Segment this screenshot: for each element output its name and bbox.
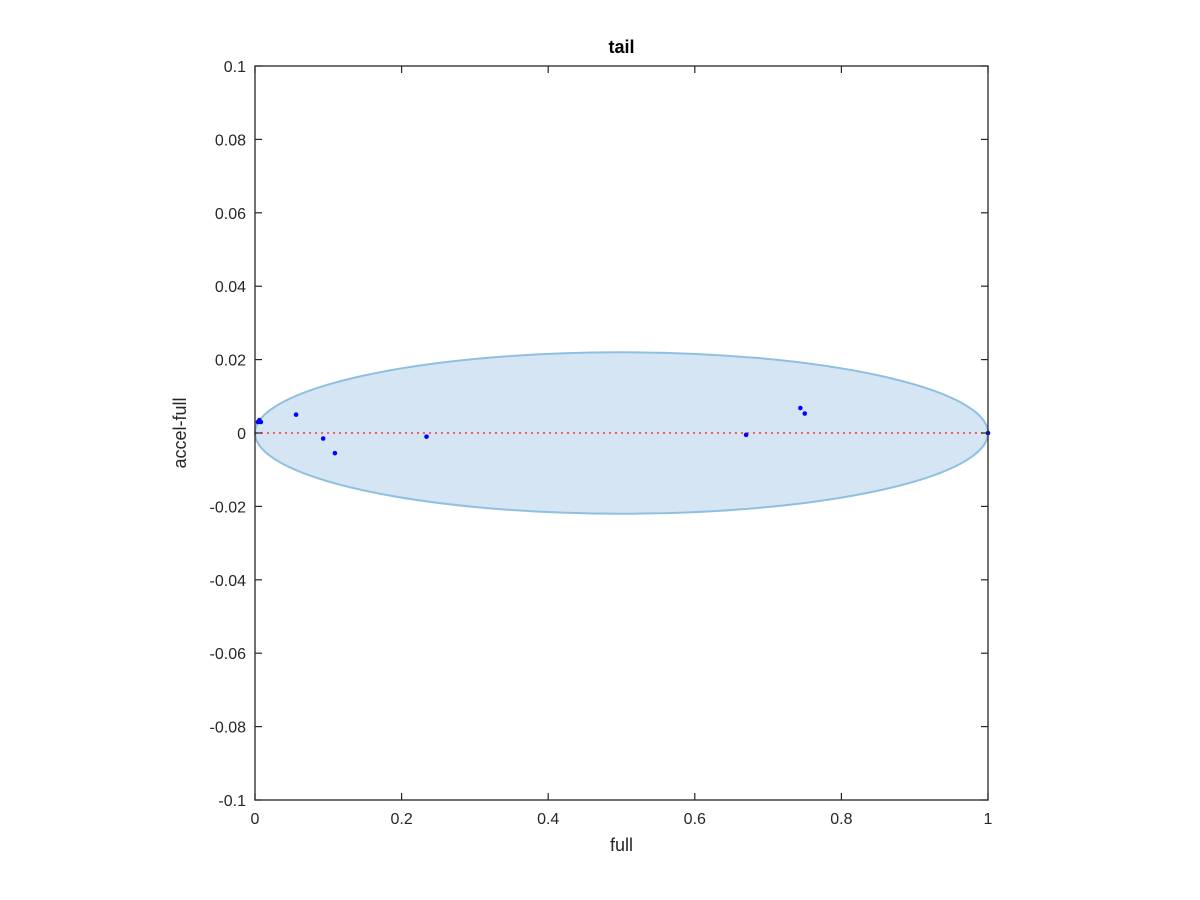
x-axis-label: full xyxy=(610,835,633,855)
data-point-5 xyxy=(332,450,338,456)
y-tick-label-7: -0.04 xyxy=(210,573,247,590)
data-point-3 xyxy=(293,412,299,417)
data-point-6 xyxy=(424,434,429,439)
data-point-4 xyxy=(320,436,326,441)
y-tick-label-0: 0.1 xyxy=(224,59,246,76)
x-tick-label-1: 0.2 xyxy=(390,811,412,828)
y-tick-label-2: 0.06 xyxy=(215,206,246,223)
chart-title: tail xyxy=(608,37,634,57)
y-tick-label-10: -0.1 xyxy=(218,793,246,810)
y-tick-label-3: 0.04 xyxy=(215,279,246,296)
y-tick-label-5: 0 xyxy=(237,426,246,443)
x-tick-label-5: 1 xyxy=(984,811,993,828)
y-tick-label-9: -0.08 xyxy=(210,720,247,737)
y-tick-label-4: 0.02 xyxy=(215,353,246,370)
x-tick-label-4: 0.8 xyxy=(830,811,852,828)
y-tick-label-1: 0.08 xyxy=(215,132,246,149)
data-point-2 xyxy=(258,419,264,425)
data-point-8 xyxy=(798,405,803,411)
x-tick-label-3: 0.6 xyxy=(684,811,706,828)
y-tick-label-8: -0.06 xyxy=(210,646,247,663)
y-axis-label: accel-full xyxy=(170,397,190,468)
x-tick-label-2: 0.4 xyxy=(537,811,559,828)
data-point-9 xyxy=(802,411,808,416)
data-point-7 xyxy=(743,432,749,438)
x-tick-label-0: 0 xyxy=(251,811,260,828)
y-tick-label-6: -0.02 xyxy=(210,499,247,516)
